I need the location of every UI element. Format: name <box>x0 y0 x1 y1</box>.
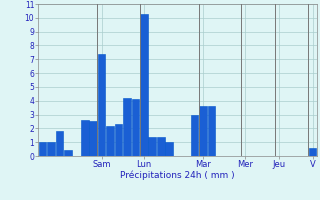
Bar <box>64 150 72 156</box>
Bar <box>309 148 316 156</box>
Bar <box>132 99 139 156</box>
Bar <box>191 115 198 156</box>
Bar <box>90 121 97 156</box>
Bar <box>47 142 55 156</box>
Bar <box>208 106 215 156</box>
Bar <box>123 98 131 156</box>
Bar <box>106 126 114 156</box>
Bar <box>115 124 122 156</box>
Bar <box>199 106 207 156</box>
Bar <box>140 14 148 156</box>
Bar <box>81 120 89 156</box>
Bar <box>165 142 173 156</box>
Bar <box>39 142 46 156</box>
Bar <box>148 137 156 156</box>
Bar <box>157 137 164 156</box>
Bar <box>56 131 63 156</box>
X-axis label: Précipitations 24h ( mm ): Précipitations 24h ( mm ) <box>120 171 235 180</box>
Bar <box>98 54 106 156</box>
